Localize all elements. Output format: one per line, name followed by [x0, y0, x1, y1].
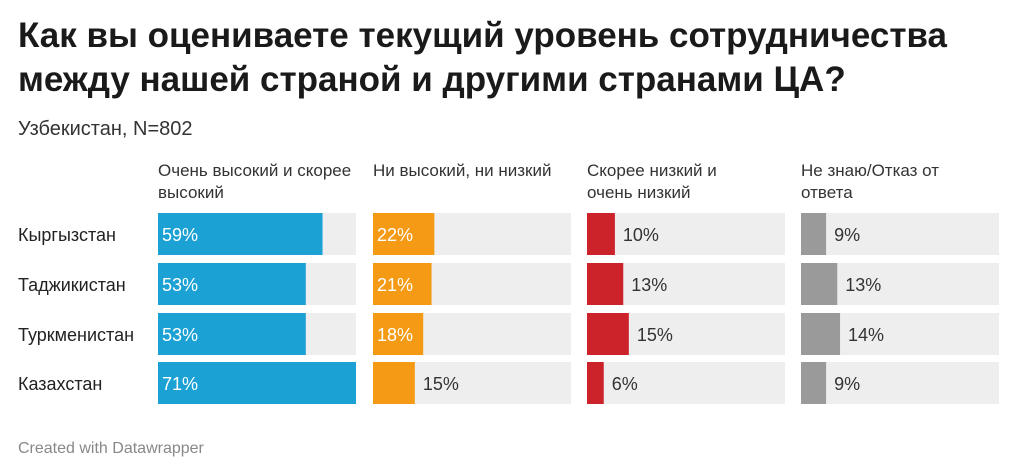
bar	[158, 313, 306, 355]
column-header-dont-know: Не знаю/Отказ от ответа	[801, 161, 940, 202]
bar-value-label: 6%	[612, 374, 638, 394]
column-header-low: Скорее низкий и очень низкий	[587, 161, 717, 202]
bar-value-label: 15%	[637, 325, 673, 345]
bar-value-label: 13%	[631, 275, 667, 295]
bar	[801, 213, 827, 255]
bar-value-label: 14%	[848, 325, 884, 345]
bar	[587, 263, 624, 305]
bar	[587, 362, 604, 404]
chart-subtitle: Узбекистан, N=802	[18, 118, 193, 140]
bar	[158, 362, 356, 404]
bar	[158, 213, 323, 255]
bar-track	[587, 362, 785, 404]
bar	[373, 313, 424, 355]
bar	[801, 263, 838, 305]
row-label: Таджикистан	[18, 275, 126, 295]
bar	[587, 313, 629, 355]
bar-value-label: 59%	[162, 225, 198, 245]
bar-value-label: 21%	[377, 275, 413, 295]
datawrapper-credit: Created with Datawrapper	[18, 440, 204, 457]
bar-value-label: 9%	[834, 225, 860, 245]
bar-value-label: 10%	[623, 225, 659, 245]
column-header-high: Очень высокий и скорее высокий	[158, 161, 352, 202]
bar-value-label: 71%	[162, 374, 198, 394]
bar-value-label: 22%	[377, 225, 413, 245]
bar	[373, 263, 432, 305]
bar	[373, 362, 415, 404]
bar	[373, 213, 435, 255]
bar-track	[801, 213, 999, 255]
bar-track	[801, 362, 999, 404]
row-label: Кыргызстан	[18, 225, 116, 245]
row-label: Казахстан	[18, 374, 102, 394]
bar-value-label: 53%	[162, 275, 198, 295]
bar-track	[587, 213, 785, 255]
chart-title: Как вы оцениваете текущий уровень сотруд…	[18, 16, 947, 99]
bar-value-label: 18%	[377, 325, 413, 345]
bar-value-label: 13%	[845, 275, 881, 295]
bar-value-label: 15%	[423, 374, 459, 394]
bar-value-label: 9%	[834, 374, 860, 394]
column-header-neutral: Ни высокий, ни низкий	[373, 161, 552, 180]
bar-value-label: 53%	[162, 325, 198, 345]
bar	[587, 213, 615, 255]
bar	[801, 313, 841, 355]
bar	[801, 362, 827, 404]
row-label: Туркменистан	[18, 325, 134, 345]
bar	[158, 263, 306, 305]
